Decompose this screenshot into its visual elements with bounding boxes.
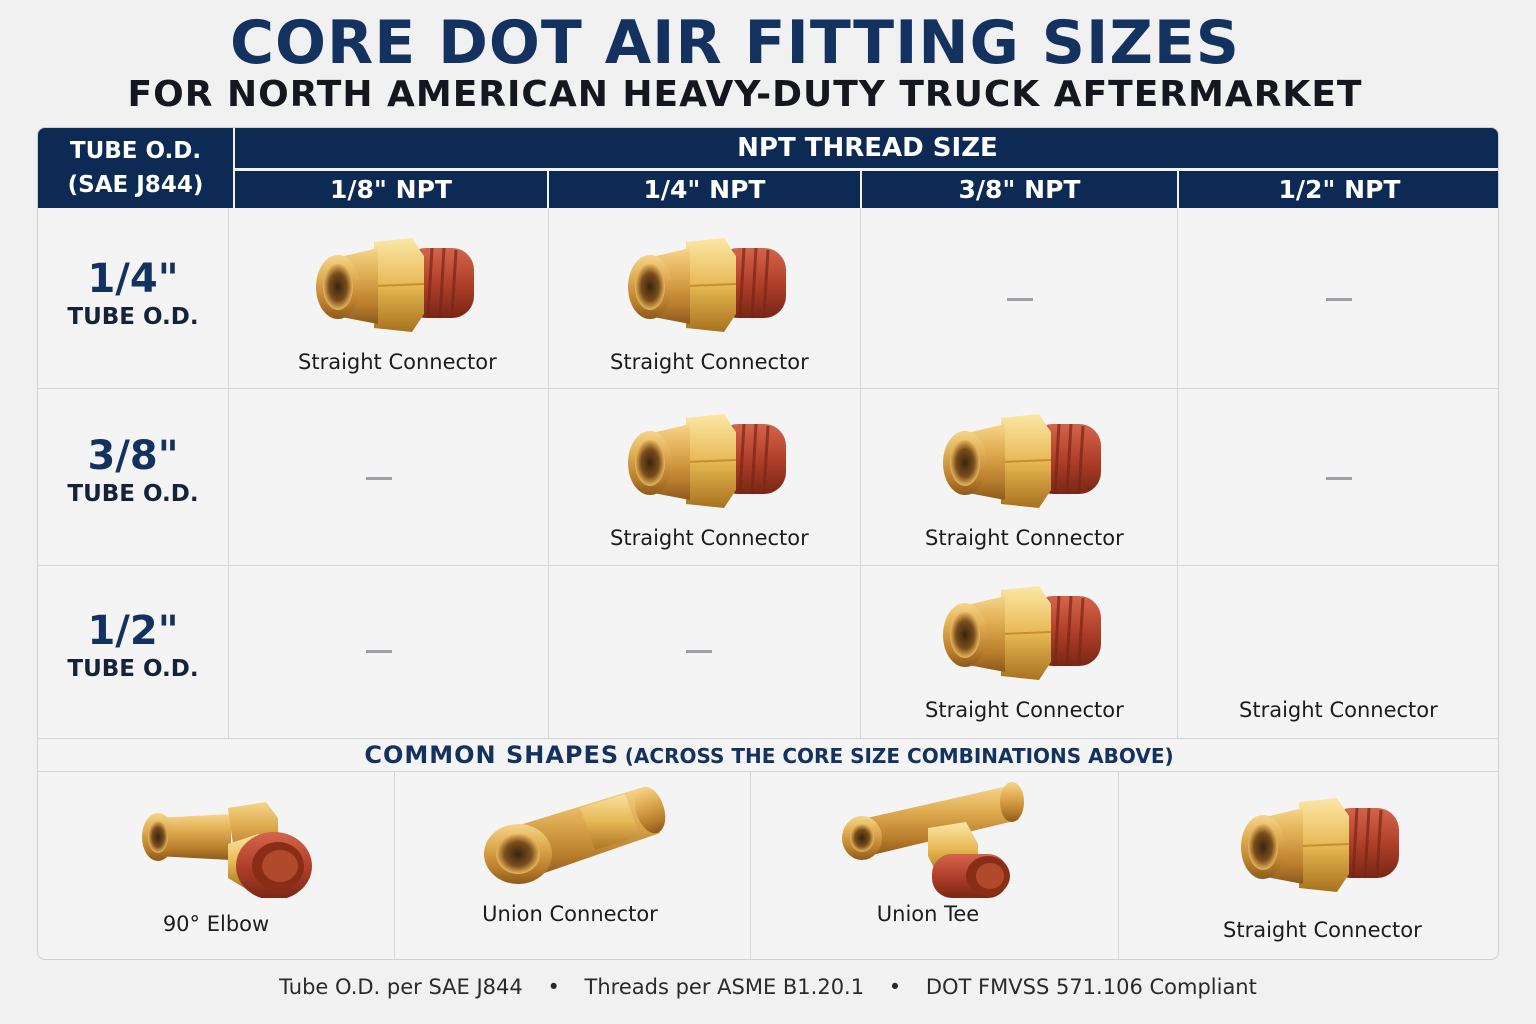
grid-line: [860, 208, 861, 738]
row-size: 3/8": [87, 433, 179, 479]
union-tee-icon: [842, 782, 1024, 898]
tube-od-header-line1: TUBE O.D.: [69, 138, 202, 164]
grid-line: [228, 208, 229, 738]
straight-connector-icon: [941, 584, 1103, 682]
common-shapes-title: COMMON SHAPES (ACROSS THE CORE SIZE COMB…: [38, 738, 1498, 772]
grid-line: [38, 771, 1498, 772]
grid-line: [1177, 208, 1178, 738]
grid-line: [750, 771, 751, 959]
elbow-fitting-icon: [142, 802, 312, 898]
fitting-cell[interactable]: Straight Connector: [925, 584, 1124, 722]
grid-line: [1118, 771, 1119, 959]
footer-note-dot: DOT FMVSS 571.106 Compliant: [925, 975, 1257, 999]
not-available-dash: [366, 477, 392, 480]
fitting-caption: Straight Connector: [1239, 698, 1438, 722]
not-available-dash: [1007, 298, 1033, 301]
npt-thread-size-header: NPT THREAD SIZE: [235, 128, 1498, 168]
row-label-3-8-tube: 3/8" TUBE O.D.: [38, 433, 228, 509]
shape-item-elbow[interactable]: 90° Elbow: [116, 788, 316, 936]
row-unit: TUBE O.D.: [67, 656, 199, 682]
row-unit: TUBE O.D.: [67, 304, 199, 330]
straight-connector-icon: [1239, 796, 1401, 894]
shape-caption: Straight Connector: [1223, 918, 1422, 942]
row-unit: TUBE O.D.: [67, 481, 199, 507]
page-subtitle: FOR NORTH AMERICAN HEAVY-DUTY TRUCK AFTE…: [127, 74, 1363, 115]
row-size: 1/2": [87, 608, 179, 654]
grid-line: [38, 738, 1498, 739]
fitting-size-chart: TUBE O.D. (SAE J844) NPT THREAD SIZE 1/8…: [37, 127, 1499, 960]
column-header-3-8-npt: 3/8" NPT: [862, 171, 1177, 208]
tube-od-header: TUBE O.D. (SAE J844): [38, 128, 233, 208]
not-available-dash: [1326, 298, 1352, 301]
column-header-1-8-npt: 1/8" NPT: [235, 171, 547, 208]
footer-separator: •: [888, 975, 902, 999]
fitting-caption: Straight Connector: [298, 350, 497, 374]
shape-caption: Union Tee: [876, 902, 980, 926]
straight-connector-icon: [941, 412, 1103, 510]
common-shapes-note: (ACROSS THE CORE SIZE COMBINATIONS ABOVE…: [624, 744, 1174, 768]
not-available-dash: [1326, 477, 1352, 480]
straight-connector-icon: [314, 236, 476, 334]
not-available-dash: [366, 650, 392, 653]
grid-line: [38, 388, 1498, 389]
not-available-dash: [686, 650, 712, 653]
straight-connector-icon: [626, 412, 788, 510]
row-label-1-4-tube: 1/4" TUBE O.D.: [38, 256, 228, 332]
column-header-1-2-npt: 1/2" NPT: [1179, 171, 1498, 208]
straight-connector-icon: [626, 236, 788, 334]
row-label-1-2-tube: 1/2" TUBE O.D.: [38, 608, 228, 684]
column-header-1-4-npt: 1/4" NPT: [549, 171, 860, 208]
grid-line: [38, 565, 1498, 566]
fitting-caption: Straight Connector: [610, 526, 809, 550]
fitting-cell[interactable]: Straight Connector: [610, 236, 809, 374]
row-size: 1/4": [87, 256, 179, 302]
grid-line: [394, 771, 395, 959]
footer-note-sae: Tube O.D. per SAE J844: [279, 975, 523, 999]
footer-notes: Tube O.D. per SAE J844 • Threads per ASM…: [0, 975, 1536, 999]
shape-item-straight-connector[interactable]: Straight Connector: [1223, 796, 1422, 942]
footer-note-asme: Threads per ASME B1.20.1: [584, 975, 865, 999]
union-connector-icon: [484, 786, 666, 884]
fitting-caption: Straight Connector: [925, 698, 1124, 722]
page-title: CORE DOT AIR FITTING SIZES: [229, 8, 1241, 78]
footer-separator: •: [547, 975, 560, 999]
shape-item-union-tee[interactable]: Union Tee: [828, 778, 1028, 926]
fitting-cell[interactable]: Straight Connector: [610, 412, 809, 550]
fitting-cell[interactable]: Straight Connector: [298, 236, 497, 374]
fitting-caption: Straight Connector: [610, 350, 809, 374]
fitting-cell[interactable]: Straight Connector: [925, 412, 1124, 550]
tube-od-header-line2: (SAE J844): [67, 172, 204, 198]
shape-item-union-connector[interactable]: Union Connector: [470, 778, 670, 926]
fitting-cell[interactable]: Straight Connector: [1239, 698, 1438, 722]
shape-caption: Union Connector: [482, 902, 658, 926]
shape-caption: 90° Elbow: [162, 912, 270, 936]
fitting-caption: Straight Connector: [925, 526, 1124, 550]
grid-line: [548, 208, 549, 738]
common-shapes-heading: COMMON SHAPES: [364, 741, 620, 769]
